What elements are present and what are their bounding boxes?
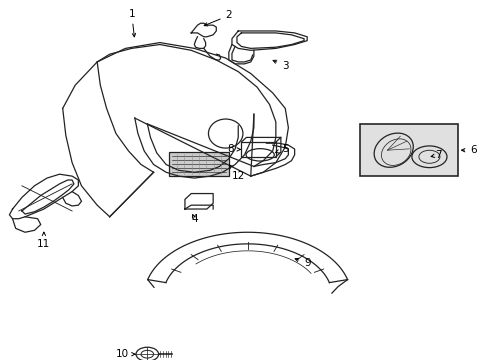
Text: 1: 1: [128, 9, 135, 37]
Text: 10: 10: [116, 349, 135, 359]
Text: 6: 6: [461, 145, 476, 155]
FancyBboxPatch shape: [360, 124, 457, 176]
Text: 11: 11: [37, 232, 50, 249]
Text: 12: 12: [229, 165, 244, 181]
Text: 7: 7: [430, 150, 441, 160]
Text: 2: 2: [204, 10, 232, 26]
Text: 9: 9: [295, 258, 310, 268]
Text: 3: 3: [272, 60, 288, 71]
FancyBboxPatch shape: [169, 152, 228, 176]
Text: 8: 8: [227, 144, 240, 154]
Text: 4: 4: [191, 214, 197, 224]
Text: 5: 5: [275, 144, 288, 154]
